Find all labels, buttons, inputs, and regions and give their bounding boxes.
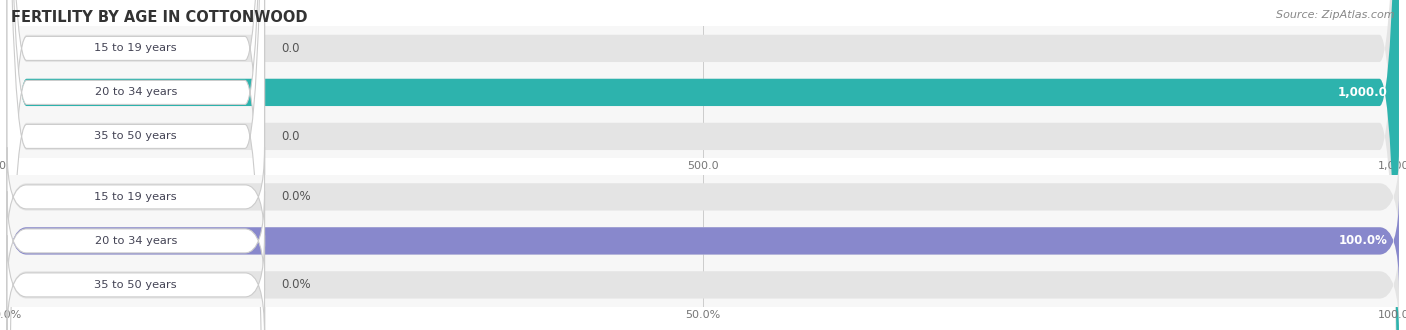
Text: 15 to 19 years: 15 to 19 years [94,192,177,202]
Text: 35 to 50 years: 35 to 50 years [94,131,177,141]
FancyBboxPatch shape [7,235,264,330]
Text: 0.0: 0.0 [281,42,299,55]
FancyBboxPatch shape [7,0,1399,330]
Text: 20 to 34 years: 20 to 34 years [94,87,177,97]
Text: 100.0%: 100.0% [1339,234,1388,248]
Text: 1,000.0: 1,000.0 [1339,86,1388,99]
FancyBboxPatch shape [7,193,1399,289]
FancyBboxPatch shape [7,0,264,330]
Text: 0.0%: 0.0% [281,279,311,291]
FancyBboxPatch shape [7,149,1399,245]
Text: 20 to 34 years: 20 to 34 years [94,236,177,246]
FancyBboxPatch shape [7,0,1399,330]
Text: FERTILITY BY AGE IN COTTONWOOD: FERTILITY BY AGE IN COTTONWOOD [11,10,308,25]
Text: 0.0: 0.0 [281,130,299,143]
Text: 35 to 50 years: 35 to 50 years [94,280,177,290]
FancyBboxPatch shape [7,193,1399,289]
FancyBboxPatch shape [7,147,264,247]
FancyBboxPatch shape [7,237,1399,330]
FancyBboxPatch shape [7,0,1399,330]
FancyBboxPatch shape [7,0,264,330]
Text: 0.0%: 0.0% [281,190,311,203]
FancyBboxPatch shape [7,191,264,290]
Text: 15 to 19 years: 15 to 19 years [94,44,177,53]
FancyBboxPatch shape [7,0,1399,330]
FancyBboxPatch shape [7,0,264,330]
Text: Source: ZipAtlas.com: Source: ZipAtlas.com [1277,10,1395,20]
